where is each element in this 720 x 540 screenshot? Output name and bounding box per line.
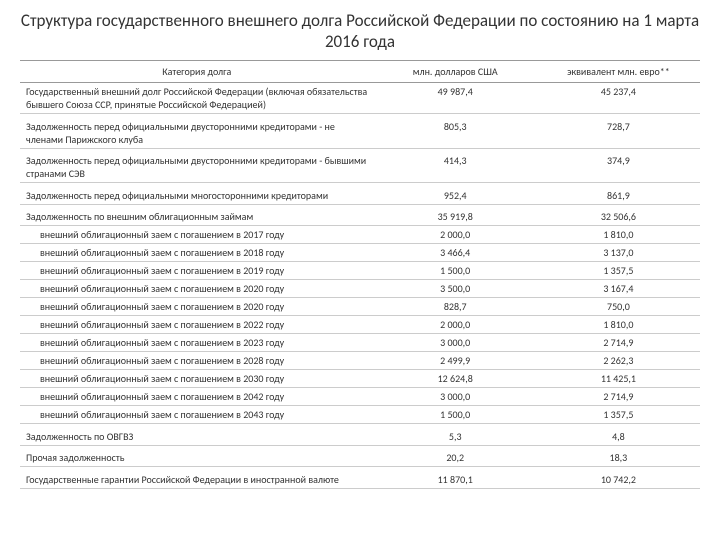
cell-category: внешний облигационный заем с погашением … — [20, 244, 374, 262]
cell-eur: 3 137,0 — [537, 244, 700, 262]
cell-category: Задолженность по ОВГВЗ — [20, 428, 374, 446]
col-eur: эквивалент млн. евро** — [537, 61, 700, 83]
col-category: Категория долга — [20, 61, 374, 83]
cell-usd: 3 000,0 — [374, 334, 537, 352]
cell-eur: 750,0 — [537, 298, 700, 316]
cell-eur: 374,9 — [537, 152, 700, 183]
cell-category: внешний облигационный заем с погашением … — [20, 334, 374, 352]
table-row: внешний облигационный заем с погашением … — [20, 280, 700, 298]
cell-usd: 1 500,0 — [374, 406, 537, 424]
debt-table: Категория долга млн. долларов США эквива… — [20, 60, 700, 489]
cell-usd: 3 000,0 — [374, 388, 537, 406]
cell-category: внешний облигационный заем с погашением … — [20, 226, 374, 244]
cell-category: внешний облигационный заем с погашением … — [20, 406, 374, 424]
cell-usd: 11 870,1 — [374, 471, 537, 489]
cell-usd: 414,3 — [374, 152, 537, 183]
cell-eur: 1 810,0 — [537, 316, 700, 334]
table-row: внешний облигационный заем с погашением … — [20, 388, 700, 406]
table-row: Задолженность перед официальными двустор… — [20, 152, 700, 183]
table-row: внешний облигационный заем с погашением … — [20, 352, 700, 370]
cell-usd: 2 499,9 — [374, 352, 537, 370]
table-row: внешний облигационный заем с погашением … — [20, 370, 700, 388]
cell-usd: 20,2 — [374, 449, 537, 467]
cell-category: Государственные гарантии Российской Феде… — [20, 471, 374, 489]
cell-eur: 2 714,9 — [537, 334, 700, 352]
cell-eur: 32 506,6 — [537, 208, 700, 226]
cell-eur: 728,7 — [537, 118, 700, 149]
cell-eur: 2 262,3 — [537, 352, 700, 370]
cell-usd: 2 000,0 — [374, 226, 537, 244]
cell-usd: 35 919,8 — [374, 208, 537, 226]
cell-category: Задолженность по внешним облигационным з… — [20, 208, 374, 226]
cell-usd: 49 987,4 — [374, 83, 537, 114]
table-row: внешний облигационный заем с погашением … — [20, 262, 700, 280]
cell-eur: 11 425,1 — [537, 370, 700, 388]
table-row: внешний облигационный заем с погашением … — [20, 298, 700, 316]
table-header-row: Категория долга млн. долларов США эквива… — [20, 61, 700, 83]
page-title: Структура государственного внешнего долг… — [20, 10, 700, 52]
cell-usd: 805,3 — [374, 118, 537, 149]
table-row: внешний облигационный заем с погашением … — [20, 226, 700, 244]
cell-eur: 1 357,5 — [537, 262, 700, 280]
cell-usd: 5,3 — [374, 428, 537, 446]
cell-category: Задолженность перед официальными двустор… — [20, 152, 374, 183]
cell-category: внешний облигационный заем с погашением … — [20, 388, 374, 406]
cell-usd: 828,7 — [374, 298, 537, 316]
cell-category: внешний облигационный заем с погашением … — [20, 262, 374, 280]
cell-category: внешний облигационный заем с погашением … — [20, 352, 374, 370]
table-row: внешний облигационный заем с погашением … — [20, 334, 700, 352]
cell-category: Прочая задолженность — [20, 449, 374, 467]
table-row: внешний облигационный заем с погашением … — [20, 406, 700, 424]
table-row: внешний облигационный заем с погашением … — [20, 244, 700, 262]
table-row: Задолженность по ОВГВЗ5,34,8 — [20, 428, 700, 446]
table-row: Государственные гарантии Российской Феде… — [20, 471, 700, 489]
col-usd: млн. долларов США — [374, 61, 537, 83]
cell-usd: 3 466,4 — [374, 244, 537, 262]
cell-category: Задолженность перед официальными многост… — [20, 187, 374, 205]
cell-category: внешний облигационный заем с погашением … — [20, 280, 374, 298]
cell-category: Задолженность перед официальными двустор… — [20, 118, 374, 149]
cell-eur: 10 742,2 — [537, 471, 700, 489]
cell-eur: 18,3 — [537, 449, 700, 467]
cell-eur: 1 357,5 — [537, 406, 700, 424]
cell-usd: 3 500,0 — [374, 280, 537, 298]
cell-usd: 1 500,0 — [374, 262, 537, 280]
cell-category: внешний облигационный заем с погашением … — [20, 370, 374, 388]
cell-eur: 861,9 — [537, 187, 700, 205]
cell-usd: 952,4 — [374, 187, 537, 205]
cell-eur: 3 167,4 — [537, 280, 700, 298]
cell-eur: 1 810,0 — [537, 226, 700, 244]
table-row: Задолженность перед официальными многост… — [20, 187, 700, 205]
cell-category: внешний облигационный заем с погашением … — [20, 298, 374, 316]
table-row: внешний облигационный заем с погашением … — [20, 316, 700, 334]
cell-eur: 2 714,9 — [537, 388, 700, 406]
cell-eur: 45 237,4 — [537, 83, 700, 114]
table-row: Прочая задолженность20,218,3 — [20, 449, 700, 467]
cell-category: Государственный внешний долг Российской … — [20, 83, 374, 114]
table-row: Задолженность перед официальными двустор… — [20, 118, 700, 149]
table-row: Задолженность по внешним облигационным з… — [20, 208, 700, 226]
cell-eur: 4,8 — [537, 428, 700, 446]
cell-usd: 2 000,0 — [374, 316, 537, 334]
table-row: Государственный внешний долг Российской … — [20, 83, 700, 114]
cell-usd: 12 624,8 — [374, 370, 537, 388]
cell-category: внешний облигационный заем с погашением … — [20, 316, 374, 334]
